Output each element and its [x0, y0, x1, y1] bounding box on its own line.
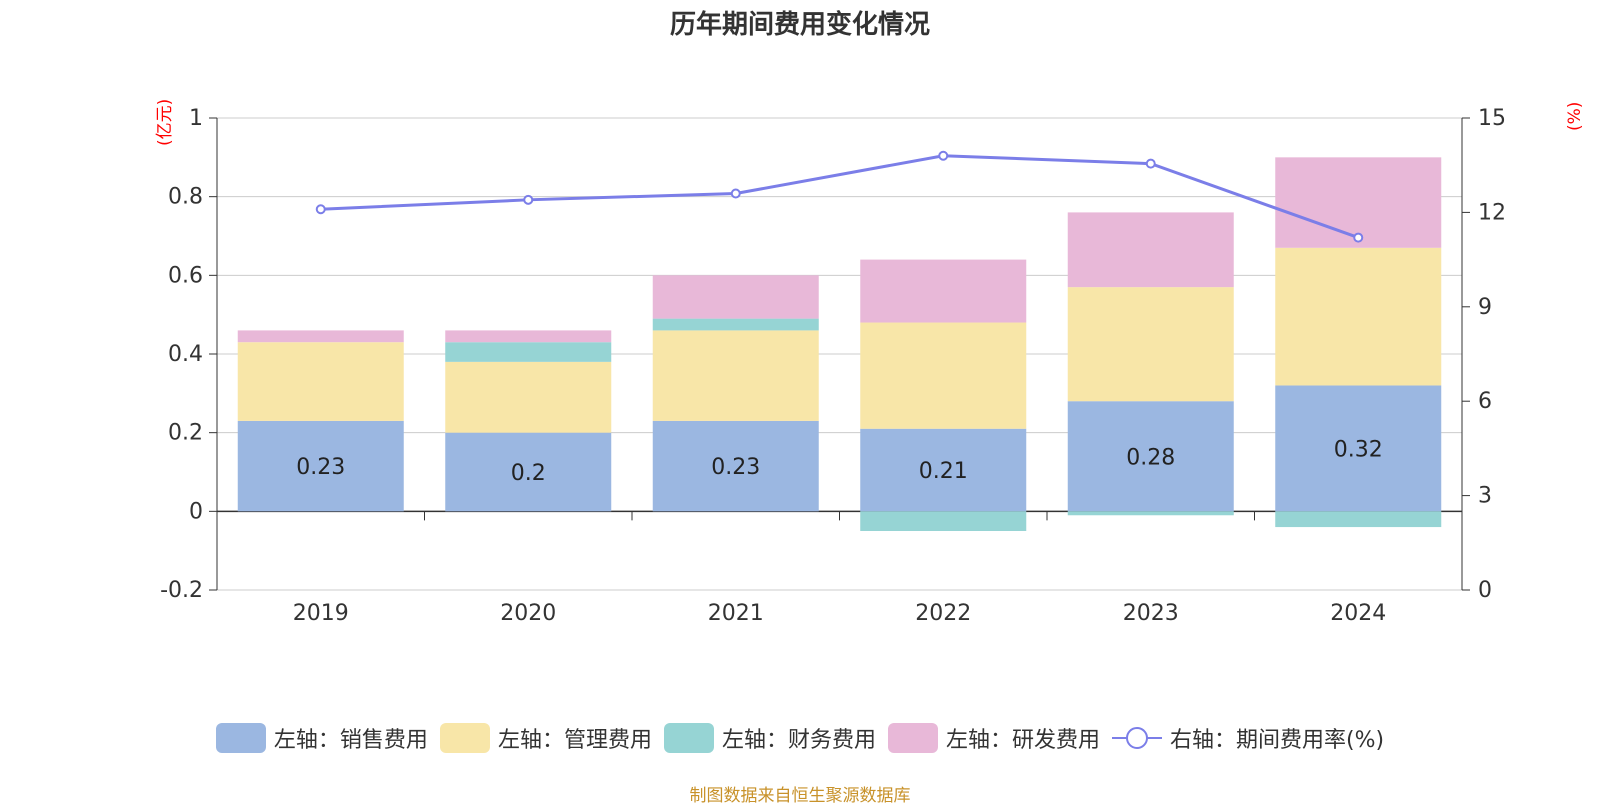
legend-item-finance[interactable]: 左轴：财务费用	[663, 722, 876, 754]
bar-sales-2023	[1067, 401, 1234, 512]
left-axis-tick-label: 1	[189, 106, 203, 131]
x-axis-label-2021: 2021	[708, 601, 764, 626]
rate-line	[320, 154, 1359, 239]
rate-point-2019	[315, 204, 326, 215]
source-note: 制图数据来自恒生聚源数据库	[689, 786, 911, 806]
bar-sales-2024	[1275, 385, 1442, 512]
bar-admin-2022	[860, 322, 1027, 429]
legend-item-rate[interactable]: 右轴：期间费用率(%)	[1111, 722, 1385, 754]
legend-label-admin: 左轴：管理费用	[497, 728, 652, 753]
legend-label-finance: 左轴：财务费用	[721, 728, 876, 753]
bar-sales-2022	[860, 428, 1027, 512]
left-axis-tick-label: 0.2	[168, 421, 203, 446]
legend-label-rate: 右轴：期间费用率(%)	[1169, 728, 1385, 753]
legend-item-sales[interactable]: 左轴：销售费用	[215, 722, 428, 754]
legend-swatch-rate	[1111, 723, 1162, 753]
bar-finance-2023	[1067, 511, 1234, 516]
left-axis-tick-label: 0	[189, 499, 203, 524]
x-axis-label-2019: 2019	[293, 601, 349, 626]
bar-sales-2020	[445, 432, 612, 512]
rate-point-2020	[523, 194, 534, 205]
x-axis-label-2020: 2020	[500, 601, 556, 626]
left-axis-tick-label: 0.4	[168, 342, 203, 367]
legend: 左轴：销售费用 左轴：管理费用 左轴：财务费用 左轴：研发费用 右轴：期间费用率…	[0, 722, 1600, 754]
bar-sales-2021	[652, 420, 819, 512]
data-label-sales-2019: 0.23	[296, 455, 345, 480]
legend-swatch-rd	[887, 723, 938, 753]
bar-admin-2021	[652, 330, 819, 421]
right-axis-tick-label: 0	[1478, 578, 1492, 603]
legend-item-admin[interactable]: 左轴：管理费用	[439, 722, 652, 754]
bar-finance-2021	[652, 318, 819, 331]
x-axis-label-2022: 2022	[915, 601, 971, 626]
data-label-sales-2023: 0.28	[1126, 445, 1175, 470]
chart-title: 历年期间费用变化情况	[669, 10, 930, 40]
left-axis-tick-label: 0.8	[168, 185, 203, 210]
legend-label-sales: 左轴：销售费用	[273, 728, 428, 753]
data-label-sales-2024: 0.32	[1334, 437, 1383, 462]
rate-point-2024	[1353, 232, 1364, 243]
legend-swatch-finance	[663, 723, 714, 753]
left-axis-tick-label: -0.2	[160, 578, 203, 603]
right-axis-tick-label: 12	[1478, 200, 1506, 225]
bar-rd-2022	[860, 259, 1027, 323]
legend-swatch-admin	[439, 723, 490, 753]
bar-admin-2019	[237, 342, 404, 421]
rate-point-2021	[730, 188, 741, 199]
bar-sales-2019	[237, 420, 404, 512]
data-label-sales-2022: 0.21	[919, 459, 968, 484]
bar-rd-2019	[237, 330, 404, 343]
rate-point-2023	[1145, 158, 1156, 169]
legend-circle-icon	[1125, 727, 1148, 749]
bar-rd-2021	[652, 275, 819, 319]
right-axis-tick-label: 9	[1478, 295, 1492, 320]
bar-finance-2020	[445, 342, 612, 362]
legend-label-rd: 左轴：研发费用	[945, 728, 1100, 753]
left-axis-tick-label: 0.6	[168, 263, 203, 288]
legend-swatch-sales	[215, 723, 266, 753]
data-label-sales-2021: 0.23	[711, 455, 760, 480]
data-label-sales-2020: 0.2	[511, 461, 546, 486]
rate-point-2022	[938, 150, 949, 161]
right-axis-tick-label: 15	[1478, 106, 1506, 131]
bar-admin-2023	[1067, 287, 1234, 402]
bar-finance-2022	[860, 511, 1027, 531]
right-axis-tick-label: 3	[1478, 484, 1492, 509]
bar-finance-2024	[1275, 511, 1442, 528]
x-axis-label-2024: 2024	[1330, 601, 1386, 626]
x-axis-label-2023: 2023	[1123, 601, 1179, 626]
bar-rd-2020	[445, 330, 612, 343]
bar-rd-2023	[1067, 212, 1234, 288]
bar-admin-2024	[1275, 247, 1442, 386]
right-axis-tick-label: 6	[1478, 389, 1492, 414]
bar-admin-2020	[445, 361, 612, 433]
legend-item-rd[interactable]: 左轴：研发费用	[887, 722, 1100, 754]
